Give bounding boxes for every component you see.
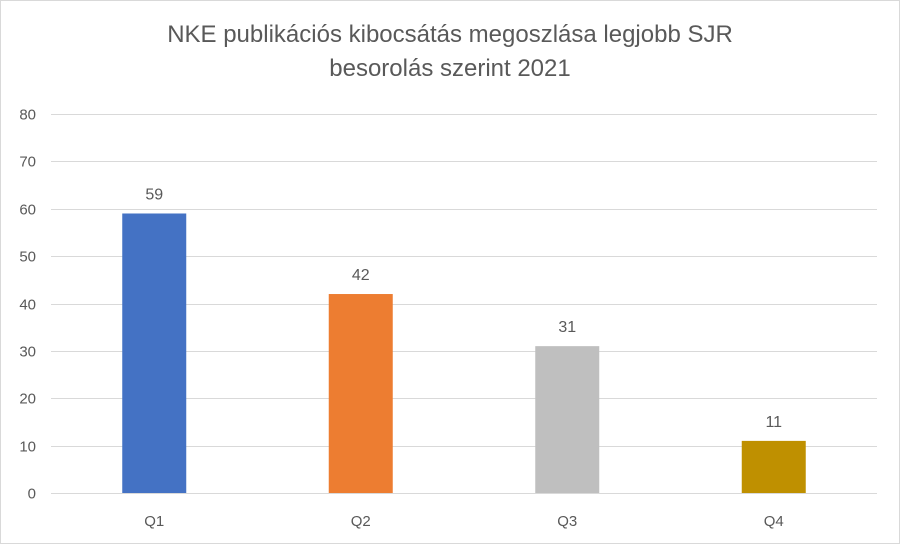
data-label: 11: [765, 414, 782, 431]
bar-q4: [741, 440, 806, 493]
y-tick-label: 40: [19, 297, 36, 314]
y-tick-label: 80: [19, 107, 36, 124]
data-label: 31: [558, 319, 576, 336]
x-category-label: Q2: [351, 513, 371, 530]
y-tick-label: 0: [28, 486, 36, 503]
y-axis-tick-labels: 0 10 20 30 40 50 60 70 80: [19, 107, 36, 503]
y-tick-label: 30: [19, 344, 36, 361]
bar-q1: [122, 213, 187, 494]
y-tick-label: 50: [19, 249, 36, 266]
x-category-label: Q4: [764, 513, 784, 530]
data-label: 59: [145, 186, 163, 203]
chart-title-line-1: NKE publikációs kibocsátás megoszlása le…: [167, 21, 733, 48]
x-axis-category-labels: Q1 Q2 Q3 Q4: [144, 513, 784, 530]
x-category-label: Q3: [557, 513, 577, 530]
x-category-label: Q1: [144, 513, 164, 530]
gridlines: [51, 114, 877, 494]
y-tick-label: 70: [19, 154, 36, 171]
bar-q2: [328, 294, 393, 493]
bar-q3: [535, 346, 600, 493]
y-tick-label: 60: [19, 202, 36, 219]
bars: [122, 213, 806, 494]
y-tick-label: 20: [19, 391, 36, 408]
y-tick-label: 10: [19, 439, 36, 456]
chart-title-line-2: besorolás szerint 2021: [329, 55, 571, 82]
chart-title: NKE publikációs kibocsátás megoszlása le…: [0, 18, 900, 86]
data-label: 42: [352, 267, 370, 284]
data-labels: 59 42 31 11: [145, 186, 782, 430]
